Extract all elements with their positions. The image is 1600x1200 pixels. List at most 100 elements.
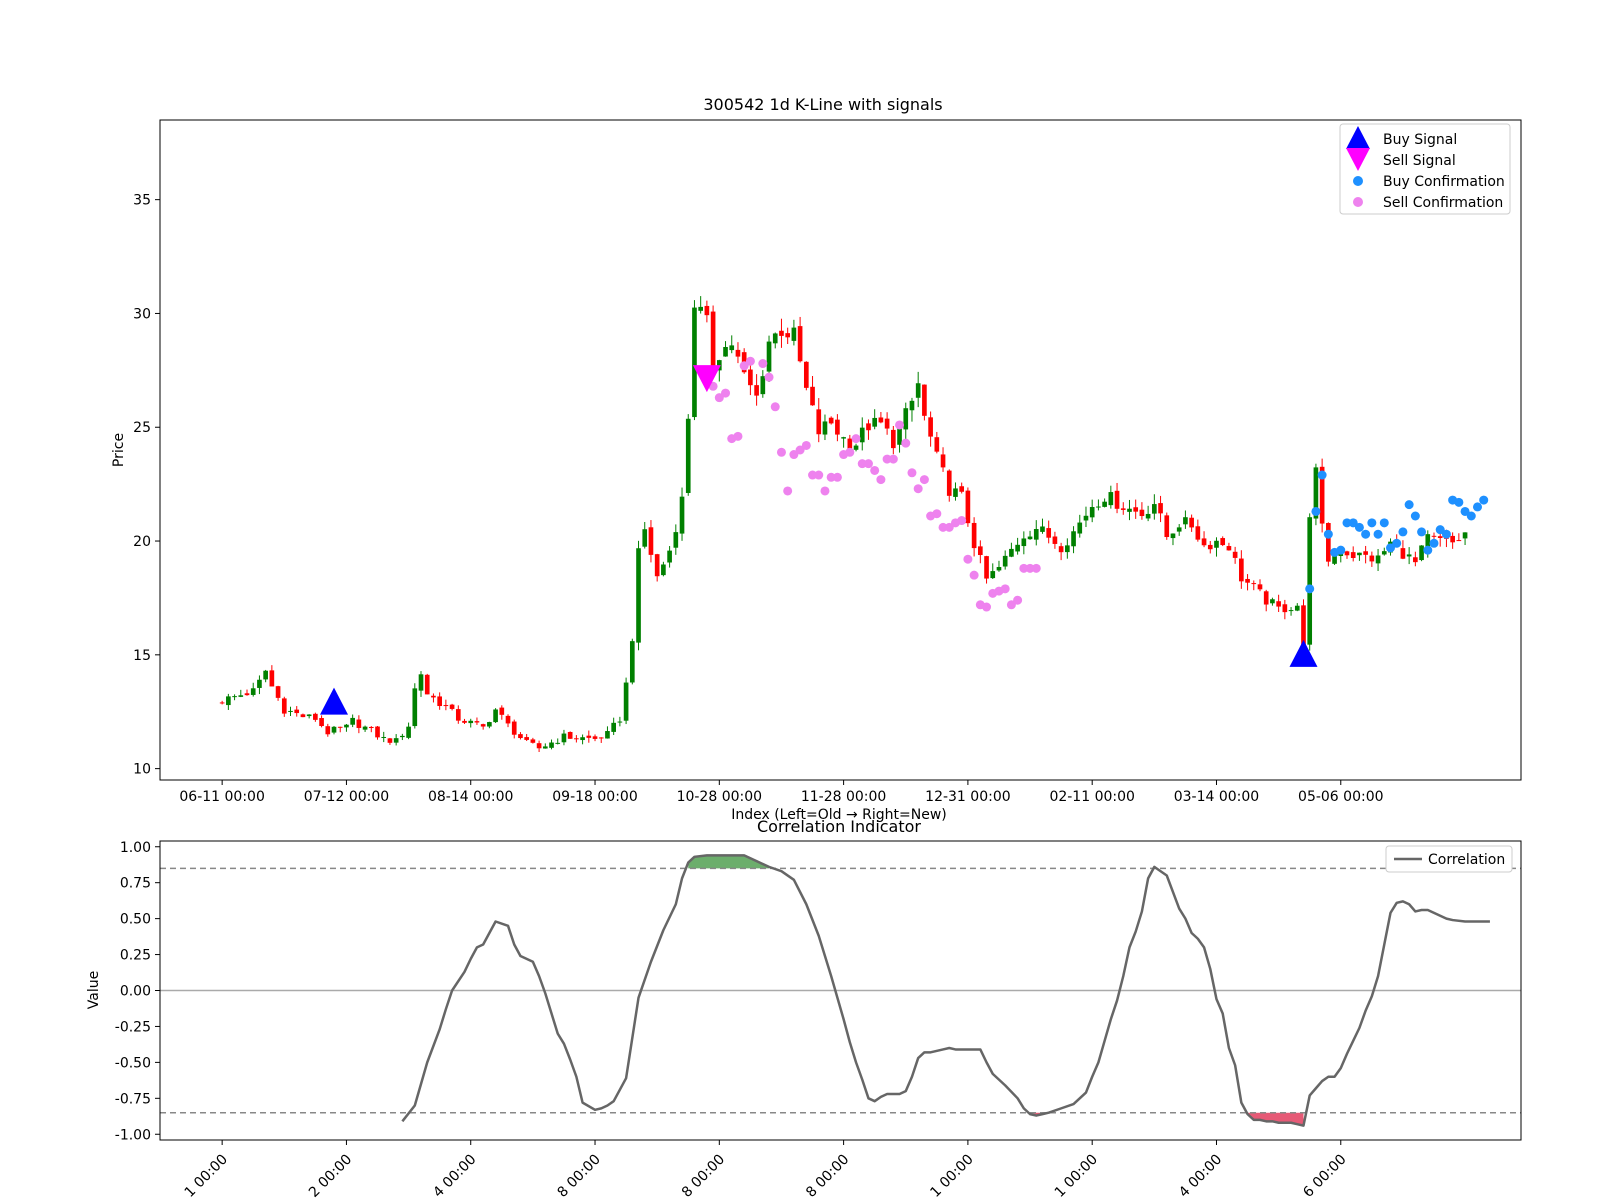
candle-body [350, 717, 355, 725]
buy-confirmation-point [1317, 470, 1327, 480]
correlation-y-tick-label: -0.75 [115, 1091, 151, 1107]
candle-body [288, 710, 293, 712]
candle-body [1338, 553, 1344, 557]
sell-confirmation-point [870, 465, 880, 475]
candle-body [474, 721, 480, 723]
kline-y-tick-label: 25 [133, 420, 151, 436]
candle-body [275, 686, 281, 698]
kline-x-tick-label: 02-11 00:00 [1049, 789, 1134, 805]
sell-confirmation-point [932, 509, 942, 519]
kline-x-tick-label: 09-18 00:00 [552, 789, 637, 805]
candle-body [331, 726, 337, 733]
candle-body [257, 679, 262, 688]
sell-confirmation-point [721, 388, 731, 398]
candle-body [629, 641, 635, 683]
candle-body [1170, 533, 1176, 539]
candle-body [704, 305, 710, 316]
candle-body [1276, 601, 1281, 607]
candle-body [1462, 532, 1468, 539]
buy-confirmation-point [1379, 518, 1389, 528]
sell-confirmation-point [1019, 563, 1029, 573]
legend-sell-signal-icon [1346, 148, 1370, 171]
candle-body [692, 307, 697, 418]
correlation-y-tick-label: -1.00 [115, 1127, 151, 1143]
sell-confirmation-point [832, 472, 842, 482]
candle-body [1406, 554, 1412, 557]
candle-body [269, 670, 275, 687]
kline-x-tick-label: 07-12 00:00 [304, 789, 389, 805]
buy-confirmation-point [1454, 497, 1464, 507]
candle-body [549, 742, 554, 748]
kline-legend-label: Sell Signal [1383, 153, 1456, 169]
candle-body [1319, 466, 1325, 524]
candle-body [866, 423, 871, 431]
sell-confirmation-point [857, 459, 867, 469]
candle-body [611, 722, 616, 732]
candle-body [648, 527, 654, 555]
candle-body [878, 417, 884, 423]
candle-body [1456, 540, 1462, 542]
candle-body [1239, 558, 1244, 582]
candle-body [1363, 551, 1368, 555]
kline-x-tick-label: 06-11 00:00 [179, 789, 264, 805]
kline-legend-label: Buy Signal [1383, 132, 1457, 148]
candle-body [748, 369, 753, 386]
candle-body [1083, 515, 1089, 521]
candle-body [605, 731, 610, 739]
candle-body [1294, 605, 1300, 611]
sell-confirmation-point [851, 434, 861, 444]
candle-body [530, 739, 536, 743]
sell-confirmation-point [745, 356, 755, 366]
candle-body [835, 419, 840, 435]
candle-body [760, 376, 766, 395]
candle-body [723, 346, 728, 357]
candle-body [518, 734, 523, 739]
candle-body [772, 333, 778, 344]
buy-confirmation-point [1305, 584, 1315, 594]
candle-body [1282, 604, 1288, 613]
kline-legend-label: Sell Confirmation [1383, 195, 1503, 211]
candle-body [1270, 599, 1275, 604]
candle-body [903, 408, 909, 430]
kline-x-tick-label: 05-06 00:00 [1298, 789, 1383, 805]
candle-body [1077, 522, 1083, 534]
sell-confirmation-point [1006, 600, 1016, 610]
candle-body [250, 688, 256, 695]
candle-body [791, 327, 797, 341]
candle-body [797, 326, 803, 362]
candle-body [524, 737, 529, 740]
candle-body [1021, 538, 1027, 547]
candle-body [1375, 555, 1381, 564]
buy-confirmation-point [1336, 545, 1346, 555]
candle-body [953, 488, 958, 497]
candle-body [1288, 610, 1294, 612]
candle-body [642, 529, 648, 547]
candle-body [1009, 548, 1014, 557]
candle-body [1015, 544, 1020, 552]
correlation-legend-box [1385, 845, 1513, 873]
kline-chart-title: 300542 1d K-Line with signals [703, 95, 942, 114]
kline-x-tick-label: 03-14 00:00 [1174, 789, 1259, 805]
correlation-y-tick-label: 0.50 [120, 912, 151, 928]
candle-body [779, 330, 784, 336]
sell-confirmation-point [913, 484, 923, 494]
buy-confirmation-point [1423, 545, 1433, 555]
kline-legend-box [1339, 123, 1511, 215]
candle-body [884, 418, 890, 429]
correlation-y-ticks: 1.00 0.75 0.50 0.25 0.00 -0.25 -0.50 -0.75 -1.00 [115, 840, 160, 1143]
kline-plot-items [219, 296, 1489, 752]
candle-body [928, 417, 933, 437]
candle-body [828, 417, 834, 424]
candle-body [915, 383, 921, 398]
candle-body [816, 409, 822, 435]
candle-body [592, 736, 598, 739]
sell-confirmation-point [1000, 584, 1010, 594]
correlation-legend-label: Correlation [1428, 852, 1505, 868]
candle-body [1102, 501, 1107, 507]
kline-x-tick-label: 08-14 00:00 [428, 789, 513, 805]
candle-body [567, 731, 573, 739]
kline-x-tick-label: 12-31 00:00 [925, 789, 1010, 805]
buy-confirmation-point [1398, 527, 1408, 537]
candle-body [1065, 545, 1070, 553]
